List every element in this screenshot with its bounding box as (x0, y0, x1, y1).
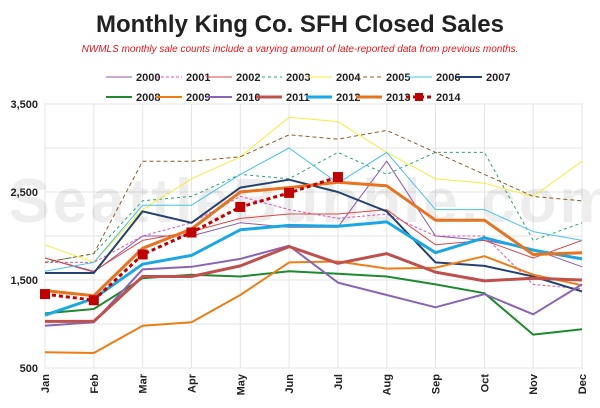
series-point-2014 (40, 289, 50, 300)
series-point-2014 (284, 187, 295, 198)
legend-label: 2009 (186, 92, 210, 104)
legend-item-2005: 2005 (356, 72, 410, 84)
x-axis: Jan Feb Mar Apr May Jun Jul Aug Sep Oct Nov Dec (40, 373, 589, 395)
legend-item-2013: 2013 (356, 92, 410, 104)
x-tick-label: Dec (577, 374, 589, 394)
legend-item-2001: 2001 (156, 72, 210, 84)
x-tick-label: Jul (333, 374, 345, 390)
legend-label: 2010 (236, 92, 260, 104)
legend-item-2006: 2006 (406, 72, 460, 84)
series-point-2014 (186, 227, 197, 238)
series-line-2009 (44, 255, 583, 354)
legend-item-2010: 2010 (206, 92, 260, 104)
series-line-2011 (45, 245, 583, 323)
legend-item-2009: 2009 (156, 92, 210, 104)
legend-label: 2000 (136, 72, 160, 84)
y-axis: 3,500 2,500 1,500 500 (10, 99, 38, 375)
x-tick-label: Oct (479, 374, 491, 393)
series-line-2010 (44, 244, 583, 327)
series-point-2014 (332, 172, 343, 183)
x-tick-label: Aug (382, 374, 394, 395)
series-point-2014 (88, 295, 99, 306)
legend-item-2002: 2002 (206, 72, 260, 84)
y-tick-label: 500 (20, 363, 38, 375)
legend-item-2008: 2008 (106, 92, 160, 104)
series-layer (40, 116, 583, 354)
y-tick-label: 1,500 (10, 275, 38, 287)
x-tick-label: Apr (186, 373, 198, 393)
legend-marker (415, 93, 423, 101)
chart-title: Monthly King Co. SFH Closed Sales (96, 11, 504, 38)
legend-label: 2011 (286, 92, 310, 104)
legend-item-2003: 2003 (256, 72, 310, 84)
legend-label: 2007 (486, 72, 510, 84)
legend-label: 2006 (436, 72, 460, 84)
legend-label: 2008 (136, 92, 160, 104)
x-tick-label: Jan (40, 374, 52, 393)
x-tick-label: Jun (284, 374, 296, 394)
x-tick-label: Feb (89, 374, 101, 394)
x-tick-label: May (235, 373, 247, 395)
legend-item-2011: 2011 (256, 92, 310, 104)
legend-label: 2004 (336, 72, 361, 84)
series-line-2004 (44, 116, 583, 263)
legend-label: 2013 (386, 92, 410, 104)
legend-item-2004: 2004 (306, 72, 361, 84)
series-point-2014 (235, 201, 246, 212)
x-tick-label: Sep (431, 374, 443, 394)
y-tick-label: 2,500 (10, 187, 38, 199)
legend-label: 2001 (186, 72, 210, 84)
legend-item-2007: 2007 (456, 72, 510, 84)
legend-label: 2012 (336, 92, 360, 104)
y-tick-label: 3,500 (10, 99, 38, 111)
x-tick-label: Nov (528, 373, 540, 395)
legend-label: 2014 (436, 92, 461, 104)
x-tick-label: Mar (138, 373, 150, 393)
series-line-2005 (44, 129, 583, 263)
legend: 2000 2001 2002 2003 2004 2005 2006 2007 2008 2009… (106, 72, 510, 104)
legend-label: 2003 (286, 72, 310, 84)
series-line-2002 (44, 209, 583, 272)
legend-item-2014: 2014 (406, 92, 461, 104)
legend-label: 2005 (386, 72, 410, 84)
legend-label: 2002 (236, 72, 260, 84)
legend-item-2000: 2000 (106, 72, 160, 84)
series-point-2014 (137, 249, 148, 260)
chart-subtitle: NWMLS monthly sale counts include a vary… (82, 44, 519, 55)
legend-item-2012: 2012 (306, 92, 360, 104)
series-line-2012 (44, 220, 583, 317)
series-line-2006 (44, 147, 583, 272)
